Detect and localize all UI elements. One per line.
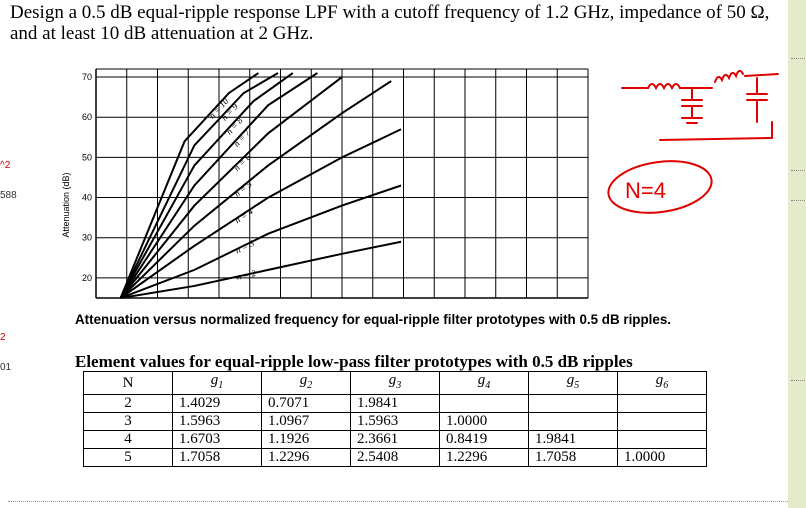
left-edge-label: 01 <box>0 362 12 373</box>
table-cell-value <box>617 412 707 431</box>
right-margin-band <box>788 0 806 508</box>
table-cell-value: 1.2296 <box>261 448 351 467</box>
table-cell-n: 2 <box>83 394 173 413</box>
curve-n2 <box>120 240 402 299</box>
margin-dash <box>791 200 805 201</box>
table-cell-value: 1.5963 <box>172 412 262 431</box>
curve-n8 <box>119 72 294 299</box>
table-cell-value: 1.1926 <box>261 430 351 449</box>
table-cell-value <box>528 412 618 431</box>
y-ticks: 70 60 50 40 30 20 <box>82 72 92 283</box>
table-cell-value: 1.7058 <box>528 448 618 467</box>
ground-symbol <box>681 117 703 124</box>
curve-n3 <box>120 184 402 299</box>
y-tick-label: 50 <box>82 152 92 162</box>
margin-dash <box>791 380 805 381</box>
table-title: Element values for equal-ripple low-pass… <box>75 352 633 371</box>
table-cell-value: 2.3661 <box>350 430 440 449</box>
table-header-cell: g3 <box>350 371 440 395</box>
y-tick-label: 40 <box>82 193 92 203</box>
schematic-wire <box>744 73 779 77</box>
table-cell-value <box>439 394 529 413</box>
table-row: 4 1.6703 1.1926 2.3661 0.8419 1.9841 <box>83 430 707 449</box>
table-header-cell: g1 <box>172 371 262 395</box>
problem-statement: Design a 0.5 dB equal-ripple response LP… <box>10 2 770 44</box>
circled-n-value: N=4 <box>625 178 666 203</box>
table-cell-value <box>617 394 707 413</box>
left-edge-label: 2 <box>0 332 6 343</box>
table-cell-value: 1.4029 <box>172 394 262 413</box>
left-edge-label: ^2 <box>0 160 11 171</box>
curve-n10 <box>119 72 259 299</box>
curve-n5 <box>119 80 392 299</box>
table-cell-n: 5 <box>83 448 173 467</box>
chart-curves: n = 2n = 3n = 4n = 5n = 6n = 7n = 8n = 9… <box>119 72 402 299</box>
inductor-2 <box>714 70 744 83</box>
table-cell-value: 1.6703 <box>172 430 262 449</box>
table-row: 2 1.4029 0.7071 1.9841 <box>83 394 707 413</box>
curve-n6 <box>119 76 343 299</box>
table-header-cell: N <box>83 371 173 395</box>
capacitor-2 <box>746 77 768 123</box>
table-cell-value: 1.9841 <box>528 430 618 449</box>
bottom-divider <box>8 501 788 502</box>
left-edge-label: 588 <box>0 190 17 201</box>
chart-grid <box>95 68 589 299</box>
curve-n4 <box>120 128 402 299</box>
table-cell-value: 1.7058 <box>172 448 262 467</box>
table-cell-value: 1.0967 <box>261 412 351 431</box>
handwritten-schematic <box>621 70 779 141</box>
table-header-cell: g5 <box>528 371 618 395</box>
table-cell-value: 1.0000 <box>617 448 707 467</box>
table-cell-value <box>617 430 707 449</box>
curve-label: n = 5 <box>232 179 254 199</box>
schematic-wire <box>659 137 773 141</box>
table-cell-value: 1.2296 <box>439 448 529 467</box>
capacitor-1 <box>681 87 703 119</box>
table-row: 5 1.7058 1.2296 2.5408 1.2296 1.7058 1.0000 <box>83 448 707 467</box>
y-tick-label: 20 <box>82 273 92 283</box>
curve-n7 <box>119 72 318 299</box>
table-header-cell: g4 <box>439 371 529 395</box>
margin-dash <box>791 58 805 59</box>
chart-caption: Attenuation versus normalized frequency … <box>75 312 671 327</box>
y-tick-label: 30 <box>82 233 92 243</box>
table-cell-n: 4 <box>83 430 173 449</box>
table-cell-n: 3 <box>83 412 173 431</box>
table-cell-value: 1.9841 <box>350 394 440 413</box>
table-header-cell: g6 <box>617 371 707 395</box>
table-cell-value <box>528 394 618 413</box>
table-cell-value: 0.7071 <box>261 394 351 413</box>
table-cell-value: 0.8419 <box>439 430 529 449</box>
curve-n9 <box>119 72 279 299</box>
margin-dash <box>791 170 805 171</box>
inductor-1 <box>647 83 681 91</box>
curve-label: n = 2 <box>236 268 258 282</box>
table-cell-value: 1.0000 <box>439 412 529 431</box>
y-tick-label: 70 <box>82 72 92 82</box>
y-tick-label: 60 <box>82 112 92 122</box>
circle-annotation <box>607 160 713 214</box>
table-header-cell: g2 <box>261 371 351 395</box>
table-cell-value: 2.5408 <box>350 448 440 467</box>
table-row: 3 1.5963 1.0967 1.5963 1.0000 <box>83 412 707 431</box>
table-cell-value: 1.5963 <box>350 412 440 431</box>
y-axis-label: Attenuation (dB) <box>61 172 71 237</box>
